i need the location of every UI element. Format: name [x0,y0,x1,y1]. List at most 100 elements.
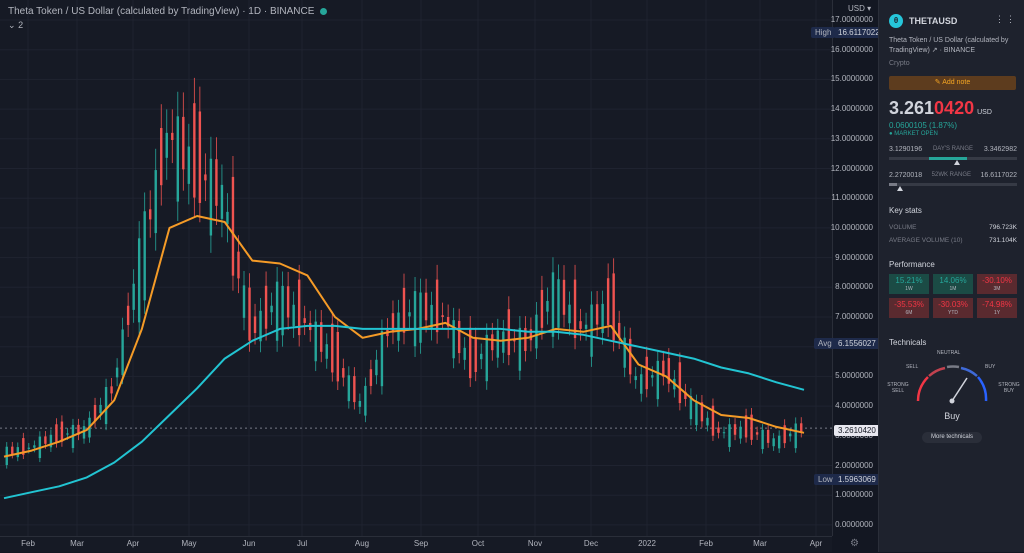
candle-body [193,103,196,198]
symbol-name[interactable]: THETAUSD [909,16,958,26]
candle-body [606,278,610,326]
price-currency: USD [977,109,992,116]
price-tick-label: 0.0000000 [835,519,873,529]
candle-body [55,424,58,443]
52wk-range-fill [889,183,897,186]
more-technicals-button[interactable]: More technicals [922,432,982,443]
symbol-details-panel: θ THETAUSD ⋮⋮ Theta Token / US Dollar (c… [878,0,1024,552]
candle-body [761,429,764,450]
gauge-buy-label: BUY [985,364,996,370]
52wk-range-bar [889,183,1017,186]
avg-label: Avg [818,339,832,348]
price-tick-label: 13.0000000 [830,133,873,143]
symbol-row[interactable]: θ THETAUSD [889,14,957,28]
grid-menu-icon[interactable]: ⋮⋮ [995,14,1017,24]
time-tick-label: Dec [583,539,599,548]
high-tag: High [811,27,836,38]
time-tick-label: Aug [354,539,370,548]
candle-body [640,374,643,394]
price-tick-label: 17.0000000 [830,15,873,24]
candle-body [662,360,665,377]
gauge-strong-sell-label: STRONG SELL [887,382,909,394]
performance-period: 1M [949,286,957,292]
avg-value-tag: 6.1556027 [834,338,880,349]
avg-volume-row: AVERAGE VOLUME (10) 731.104K [889,237,1017,244]
price-chart[interactable] [0,0,832,536]
candle-body [248,287,251,341]
candle-body [292,304,295,326]
candle-body [286,286,290,318]
performance-period: 1Y [993,310,1001,316]
candle-body [220,184,224,219]
days-range-bar [889,157,1017,160]
candle-body [457,320,461,354]
candle-body [369,369,373,386]
time-axis[interactable]: Feb Mar Apr May Jun Jul Aug Sep Oct Nov Dec 2022 Feb… [0,536,832,553]
technicals-heading: Technicals [889,338,927,347]
performance-cell[interactable]: 14.06% 1M [933,274,973,294]
candle-body [16,447,19,458]
symbol-fullname[interactable]: Theta Token / US Dollar (calculated by T… [889,37,1009,54]
high-label: High [815,28,832,37]
avg-tag: Avg [814,338,836,349]
candle-body [722,432,726,434]
candle-body [99,404,102,414]
price-main: 3.261 [889,98,935,118]
candle-body [783,425,786,444]
candle-body [518,327,522,371]
days-range-row: 3.1290196 DAY'S RANGE 3.3462982 [889,146,1017,153]
candle-body [750,414,753,440]
candle-body [452,320,455,359]
performance-cell[interactable]: -74.98% 1Y [977,298,1017,318]
avg-volume-value: 731.104K [989,237,1017,244]
candle-body [264,285,268,329]
candle-body [435,279,439,333]
candle-body [656,360,659,400]
performance-cell[interactable]: -35.53% 6M [889,298,929,318]
gauge-dial [916,365,988,404]
currency-label[interactable]: USD ▾ [848,4,872,13]
candle-body [496,330,499,358]
candle-body [474,338,477,373]
candle-body [11,446,14,455]
time-tick-label: Apr [126,539,140,548]
candle-body [27,447,31,449]
low-value-tag: 1.5963069 [834,474,880,485]
candle-body [182,116,185,170]
key-stats-heading: Key stats [889,206,922,215]
legend-collapse-toggle[interactable]: ⌄ 2 [8,20,23,31]
candle-body [485,334,488,382]
price-tick-label: 10.0000000 [830,222,873,232]
high-value-tag: 16.6117022 [834,27,884,38]
performance-value: -74.98% [982,300,1012,309]
ma-long-line [3,324,805,500]
add-note-button[interactable]: ✎ Add note [889,76,1016,90]
performance-value: 14.06% [939,276,967,285]
candle-body [358,400,362,407]
performance-cell[interactable]: -30.03% YTD [933,298,973,318]
price-axis[interactable]: 17.0000000 16.0000000 15.0000000 14.0000000… [830,0,877,536]
performance-cell[interactable]: -30.10% 3M [977,274,1017,294]
candle-body [507,309,511,356]
theta-logo-icon: θ [889,14,903,28]
candle-body [49,434,53,448]
candle-body [204,174,207,181]
days-range-marker [954,160,960,165]
candle-body [198,111,202,203]
gear-icon[interactable]: ⚙ [850,538,859,549]
chart-area[interactable]: Theta Token / US Dollar (calculated by T… [0,0,832,552]
candle-body [800,423,803,432]
candle-body [121,329,124,376]
price-digits-red: 0420 [934,98,975,118]
candle-body [270,305,273,313]
time-tick-label: Nov [527,539,543,548]
candle-body [215,159,218,206]
technicals-gauge[interactable]: NEUTRAL SELL BUY STRONG SELL STRONG BUY [887,350,1020,408]
performance-cell[interactable]: 15.21% 1W [889,274,929,294]
candle-body [33,445,36,448]
candle-body [584,324,588,329]
indicator-count: 2 [18,20,24,30]
candle-body [303,318,306,323]
candle-body [789,433,792,437]
chart-title: Theta Token / US Dollar (calculated by T… [8,6,315,17]
